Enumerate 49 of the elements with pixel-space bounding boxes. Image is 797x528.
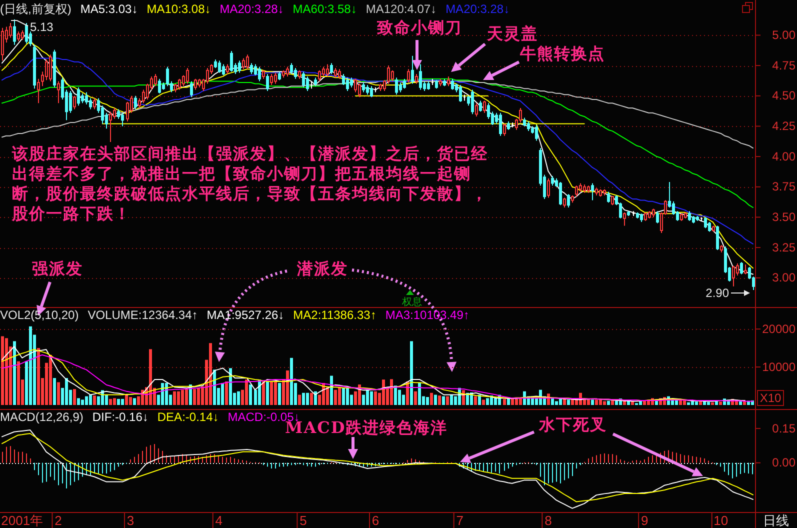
- y-tick-label: 3.25: [772, 240, 796, 254]
- x-tick-label: 10: [714, 512, 728, 528]
- text: MA5:3.03↓: [80, 2, 138, 16]
- y-tick-label: 3.50: [772, 210, 796, 224]
- x-tick-label: 3: [126, 512, 134, 528]
- annotation: VOLUME:12364.34↑: [88, 308, 198, 322]
- annotation: 牛熊转换点: [519, 44, 605, 63]
- text: DEA:-0.14↓: [157, 410, 219, 424]
- x-tick-label: 6: [372, 512, 380, 528]
- y-tick-label: 5.00: [772, 28, 796, 42]
- legend-label: MA20:3.28↓: [220, 2, 284, 16]
- y-tick-label: 20000: [762, 322, 796, 336]
- x-tick-label: 9: [640, 512, 648, 528]
- text: DIF:-0.16↓: [92, 410, 148, 424]
- x-tick-label: 4: [215, 512, 222, 528]
- text: MA60:3.58↓: [292, 2, 357, 16]
- x-tick-label: 8: [544, 512, 552, 528]
- x-tick-label: 7: [456, 512, 464, 528]
- text: MA1:9527.26↓: [206, 308, 284, 322]
- text: MA10:3.08↓: [146, 2, 211, 16]
- y-tick-label: 0.00: [772, 456, 796, 470]
- annotation: 潜派发: [296, 259, 348, 278]
- y-tick-label: 4.00: [772, 149, 796, 164]
- x-tick-label: 2: [54, 512, 62, 528]
- text: MA120:4.07↓: [366, 2, 437, 16]
- y-tick-label: 4.50: [772, 88, 796, 103]
- y-tick-label: 10000: [762, 360, 796, 374]
- annotation: 5.13: [30, 20, 54, 34]
- x-tick-label: 2001年: [1, 512, 44, 528]
- y-tick-label: 0.15: [772, 421, 796, 436]
- chart-title: VOL2(5,10,20): [0, 308, 79, 322]
- y-tick-label: 3.75: [772, 180, 796, 194]
- annotation: 强派发: [32, 259, 83, 278]
- annotation: 天灵盖: [486, 24, 538, 43]
- annotation: 2.90: [706, 286, 730, 300]
- x-tick-label: 5: [300, 512, 307, 528]
- text: MA3:10103.49↑: [385, 308, 470, 322]
- y-tick-label: 4.25: [772, 119, 796, 134]
- annotation: 水下死叉: [538, 415, 607, 434]
- text: MA20:3.28↓: [446, 2, 510, 16]
- chart-title: MACD(12,26,9): [0, 410, 84, 424]
- y-tick-label: 3.00: [772, 270, 796, 285]
- y-tick-label: 4.75: [772, 58, 796, 72]
- annotation: 该股庄家在头部区间推出【强派发】、【潜派发】之后，货已经出得差不多了，就推出一把【致命小铡刀】把五根均线一起铡断，股价最终跌破低点水平线后，导致【五条均线向下发散】，股价一路下跌！: [11, 144, 488, 223]
- chart-title: (日线,前复权): [0, 2, 72, 16]
- annotation: 致命小铡刀: [376, 18, 462, 37]
- annotation: 权息: [401, 296, 422, 308]
- x-axis-title: 日线: [763, 513, 789, 528]
- text: MA2:11386.33↑: [293, 308, 376, 322]
